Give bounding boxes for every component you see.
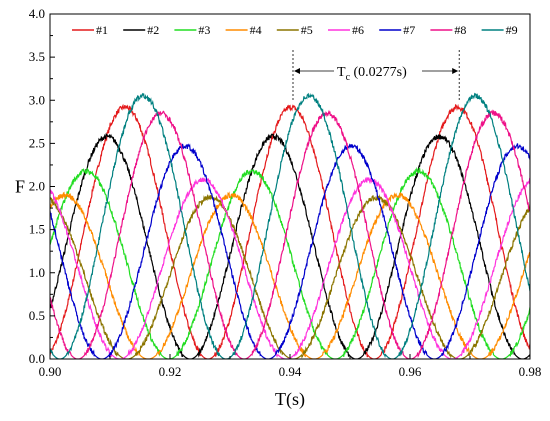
y-tick-label: 2.5 [29,135,45,150]
y-tick-label: 0.0 [29,351,45,366]
legend-label: #5 [301,23,313,37]
y-tick-label: 2.0 [29,179,45,194]
legend-label: #7 [403,23,415,37]
x-tick-label: 0.96 [399,364,422,379]
legend-label: #1 [96,23,108,37]
x-tick-label: 0.92 [159,364,182,379]
y-tick-label: 1.0 [29,265,45,280]
legend-label: #3 [198,23,210,37]
y-tick-label: 1.5 [29,222,45,237]
x-tick-label: 0.94 [279,364,302,379]
series-line-7 [50,143,530,359]
period-label: Tc (0.0277s) [337,65,407,83]
legend-label: #6 [352,23,364,37]
series-line-8 [50,109,530,359]
series-line-2 [50,132,530,359]
legend-label: #9 [506,23,518,37]
legend: #1 #2 #3 #4 #5 #6 #7 #8 #9 [72,23,518,37]
y-axis-title: F [15,177,25,197]
y-tick-label: 3.0 [29,92,45,107]
x-tick-label: 0.90 [39,364,62,379]
y-tick-label: 4.0 [29,6,45,21]
y-tick-label: 3.5 [29,49,45,64]
axes: 0.90 0.92 0.94 0.96 0.98 0.0 0.5 1.0 1.5 2.0 2.5 3.… [29,6,542,379]
x-axis-title: T(s) [275,389,305,410]
plot-frame [49,13,531,360]
period-annotation: Tc (0.0277s) [292,50,460,100]
series-curves [50,92,530,359]
legend-label: #8 [454,23,466,37]
series-line-1 [50,103,530,359]
y-tick-label: 0.5 [29,308,45,323]
series-line-3 [50,166,530,359]
legend-label: #2 [147,23,159,37]
legend-label: #4 [250,23,262,37]
x-tick-label: 0.98 [519,364,542,379]
series-line-9 [50,92,530,359]
